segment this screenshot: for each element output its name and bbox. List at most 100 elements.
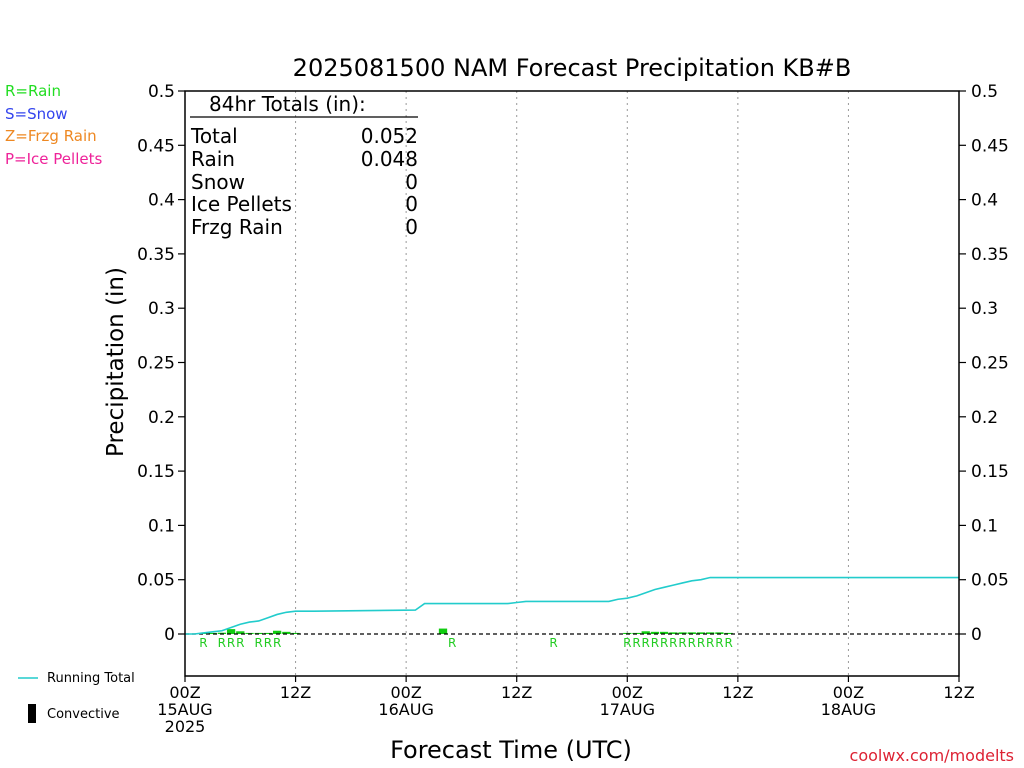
type-letter-50h: R (642, 636, 650, 650)
x-tick-label-line: 00Z (169, 683, 200, 702)
totals-value-rain: 0.048 (361, 147, 418, 171)
y-tick-label-left-0.05: 0.05 (137, 571, 175, 591)
running-total-legend-label: Running Total (47, 671, 135, 686)
precip-bar-6h (236, 631, 245, 634)
x-tick-label-line: 17AUG (600, 700, 655, 719)
precip-bar-56h (696, 632, 706, 634)
y-tick-label-left-0.4: 0.4 (148, 191, 175, 211)
precip-bar-2h (199, 633, 208, 634)
credit-text: coolwx.com/modelts (850, 746, 1014, 765)
convective-legend-swatch (28, 704, 36, 723)
type-letter-4h: R (218, 636, 226, 650)
precip-bar-12h (291, 632, 300, 634)
legend-snow: S=Snow (5, 105, 68, 123)
chart-title: 2025081500 NAM Forecast Precipitation KB… (293, 54, 852, 82)
legend-frzg-rain: Z=Frzg Rain (5, 127, 97, 145)
type-letter-52h: R (660, 636, 668, 650)
precip-bar-53h (669, 632, 678, 634)
running-total-line (185, 576, 959, 635)
y-tick-label-left-0.45: 0.45 (137, 136, 175, 156)
y-axis-label: Precipitation (in) (103, 267, 129, 457)
precip-bar-54h (678, 632, 687, 634)
type-letter-8h: R (255, 636, 263, 650)
y-tick-label-right-0.4: 0.4 (971, 191, 998, 211)
x-tick-label-36h: 12Z (501, 683, 532, 702)
totals-label-frzg-rain: Frzg Rain (191, 215, 283, 239)
type-letter-9h: R (264, 636, 272, 650)
x-tick-label-24h: 00Z 16AUG (378, 683, 433, 719)
legend-rain: R=Rain (5, 82, 61, 100)
y-tick-label-left-0.35: 0.35 (137, 245, 175, 265)
y-tick-label-left-0.2: 0.2 (148, 408, 175, 428)
type-letter-55h: R (688, 636, 696, 650)
y-tick-label-right-0.1: 0.1 (971, 516, 998, 536)
type-letter-51h: R (651, 636, 659, 650)
type-letter-57h: R (706, 636, 714, 650)
totals-label-total: Total (190, 124, 238, 148)
y-tick-label-right-0.15: 0.15 (971, 462, 1009, 482)
totals-value-frzg-rain: 0 (405, 215, 418, 239)
precip-bar-4h (217, 632, 227, 634)
precip-bar-5h (226, 629, 236, 634)
y-ticks-right: 0 0.05 0.1 0.15 0.2 0.25 0.3 0.35 0.4 0.45 0.5 (959, 82, 1009, 645)
type-letter-5h: R (227, 636, 235, 650)
hourly-precip-bars (199, 628, 733, 634)
y-tick-label-right-0.35: 0.35 (971, 245, 1009, 265)
precip-bar-11h (282, 631, 291, 634)
type-letter-40h: R (549, 636, 557, 650)
precip-bar-10h (272, 630, 282, 634)
x-tick-label-line: 00Z (833, 683, 864, 702)
totals-header: 84hr Totals (in): (209, 92, 366, 116)
type-letter-54h: R (678, 636, 686, 650)
x-tick-label-84h: 12Z (943, 683, 974, 702)
y-tick-label-right-0.3: 0.3 (971, 299, 998, 319)
type-letter-58h: R (715, 636, 723, 650)
type-letter-48h: R (623, 636, 631, 650)
type-letter-49h: R (632, 636, 640, 650)
x-tick-label-line: 18AUG (821, 700, 876, 719)
x-tick-label-48h: 00Z 17AUG (600, 683, 655, 719)
y-tick-label-left-0.3: 0.3 (148, 299, 175, 319)
y-tick-label-left-0.25: 0.25 (137, 354, 175, 374)
x-tick-label-line: 12Z (501, 683, 532, 702)
precip-bar-55h (687, 632, 696, 634)
x-tick-label-60h: 12Z (722, 683, 753, 702)
y-tick-label-left-0.15: 0.15 (137, 462, 175, 482)
totals-label-rain: Rain (191, 147, 235, 171)
y-tick-label-left-0.5: 0.5 (148, 82, 175, 102)
x-tick-label-line: 00Z (612, 683, 643, 702)
x-tick-label-72h: 00Z 18AUG (821, 683, 876, 719)
type-letter-2h: R (199, 636, 207, 650)
x-tick-label-line: 16AUG (378, 700, 433, 719)
x-tick-label-line: 12Z (722, 683, 753, 702)
x-tick-label-line: 15AUG (157, 700, 212, 719)
x-axis-label: Forecast Time (UTC) (390, 736, 632, 764)
type-letter-56h: R (697, 636, 705, 650)
type-letter-59h: R (724, 636, 732, 650)
totals-value-ice-pellets: 0 (405, 192, 418, 216)
y-tick-label-right-0.25: 0.25 (971, 354, 1009, 374)
type-letter-53h: R (669, 636, 677, 650)
y-tick-label-right-0.05: 0.05 (971, 571, 1009, 591)
totals-label-snow: Snow (191, 170, 245, 194)
precip-bar-9h (263, 632, 273, 634)
type-legend: R=Rain S=Snow Z=Frzg Rain P=Ice Pellets (5, 82, 102, 168)
precip-bar-50h (641, 631, 650, 634)
precip-bar-59h (724, 632, 733, 634)
type-letter-29h: R (448, 636, 456, 650)
precip-bar-57h (706, 632, 715, 634)
x-tick-label-line: 00Z (390, 683, 421, 702)
y-tick-label-right-0.5: 0.5 (971, 82, 998, 102)
precip-bar-52h (659, 631, 669, 634)
x-tick-label-line: 2025 (165, 717, 206, 736)
convective-legend-label: Convective (47, 707, 120, 722)
type-letter-6h: R (236, 636, 244, 650)
y-tick-label-left-0.1: 0.1 (148, 516, 175, 536)
plot-frame (184, 90, 960, 677)
y-tick-label-right-0.2: 0.2 (971, 408, 998, 428)
precip-bar-51h (650, 631, 660, 634)
type-letter-10h: R (273, 636, 281, 650)
y-tick-label-left-0: 0 (164, 625, 175, 645)
x-tick-label-12h: 12Z (280, 683, 311, 702)
